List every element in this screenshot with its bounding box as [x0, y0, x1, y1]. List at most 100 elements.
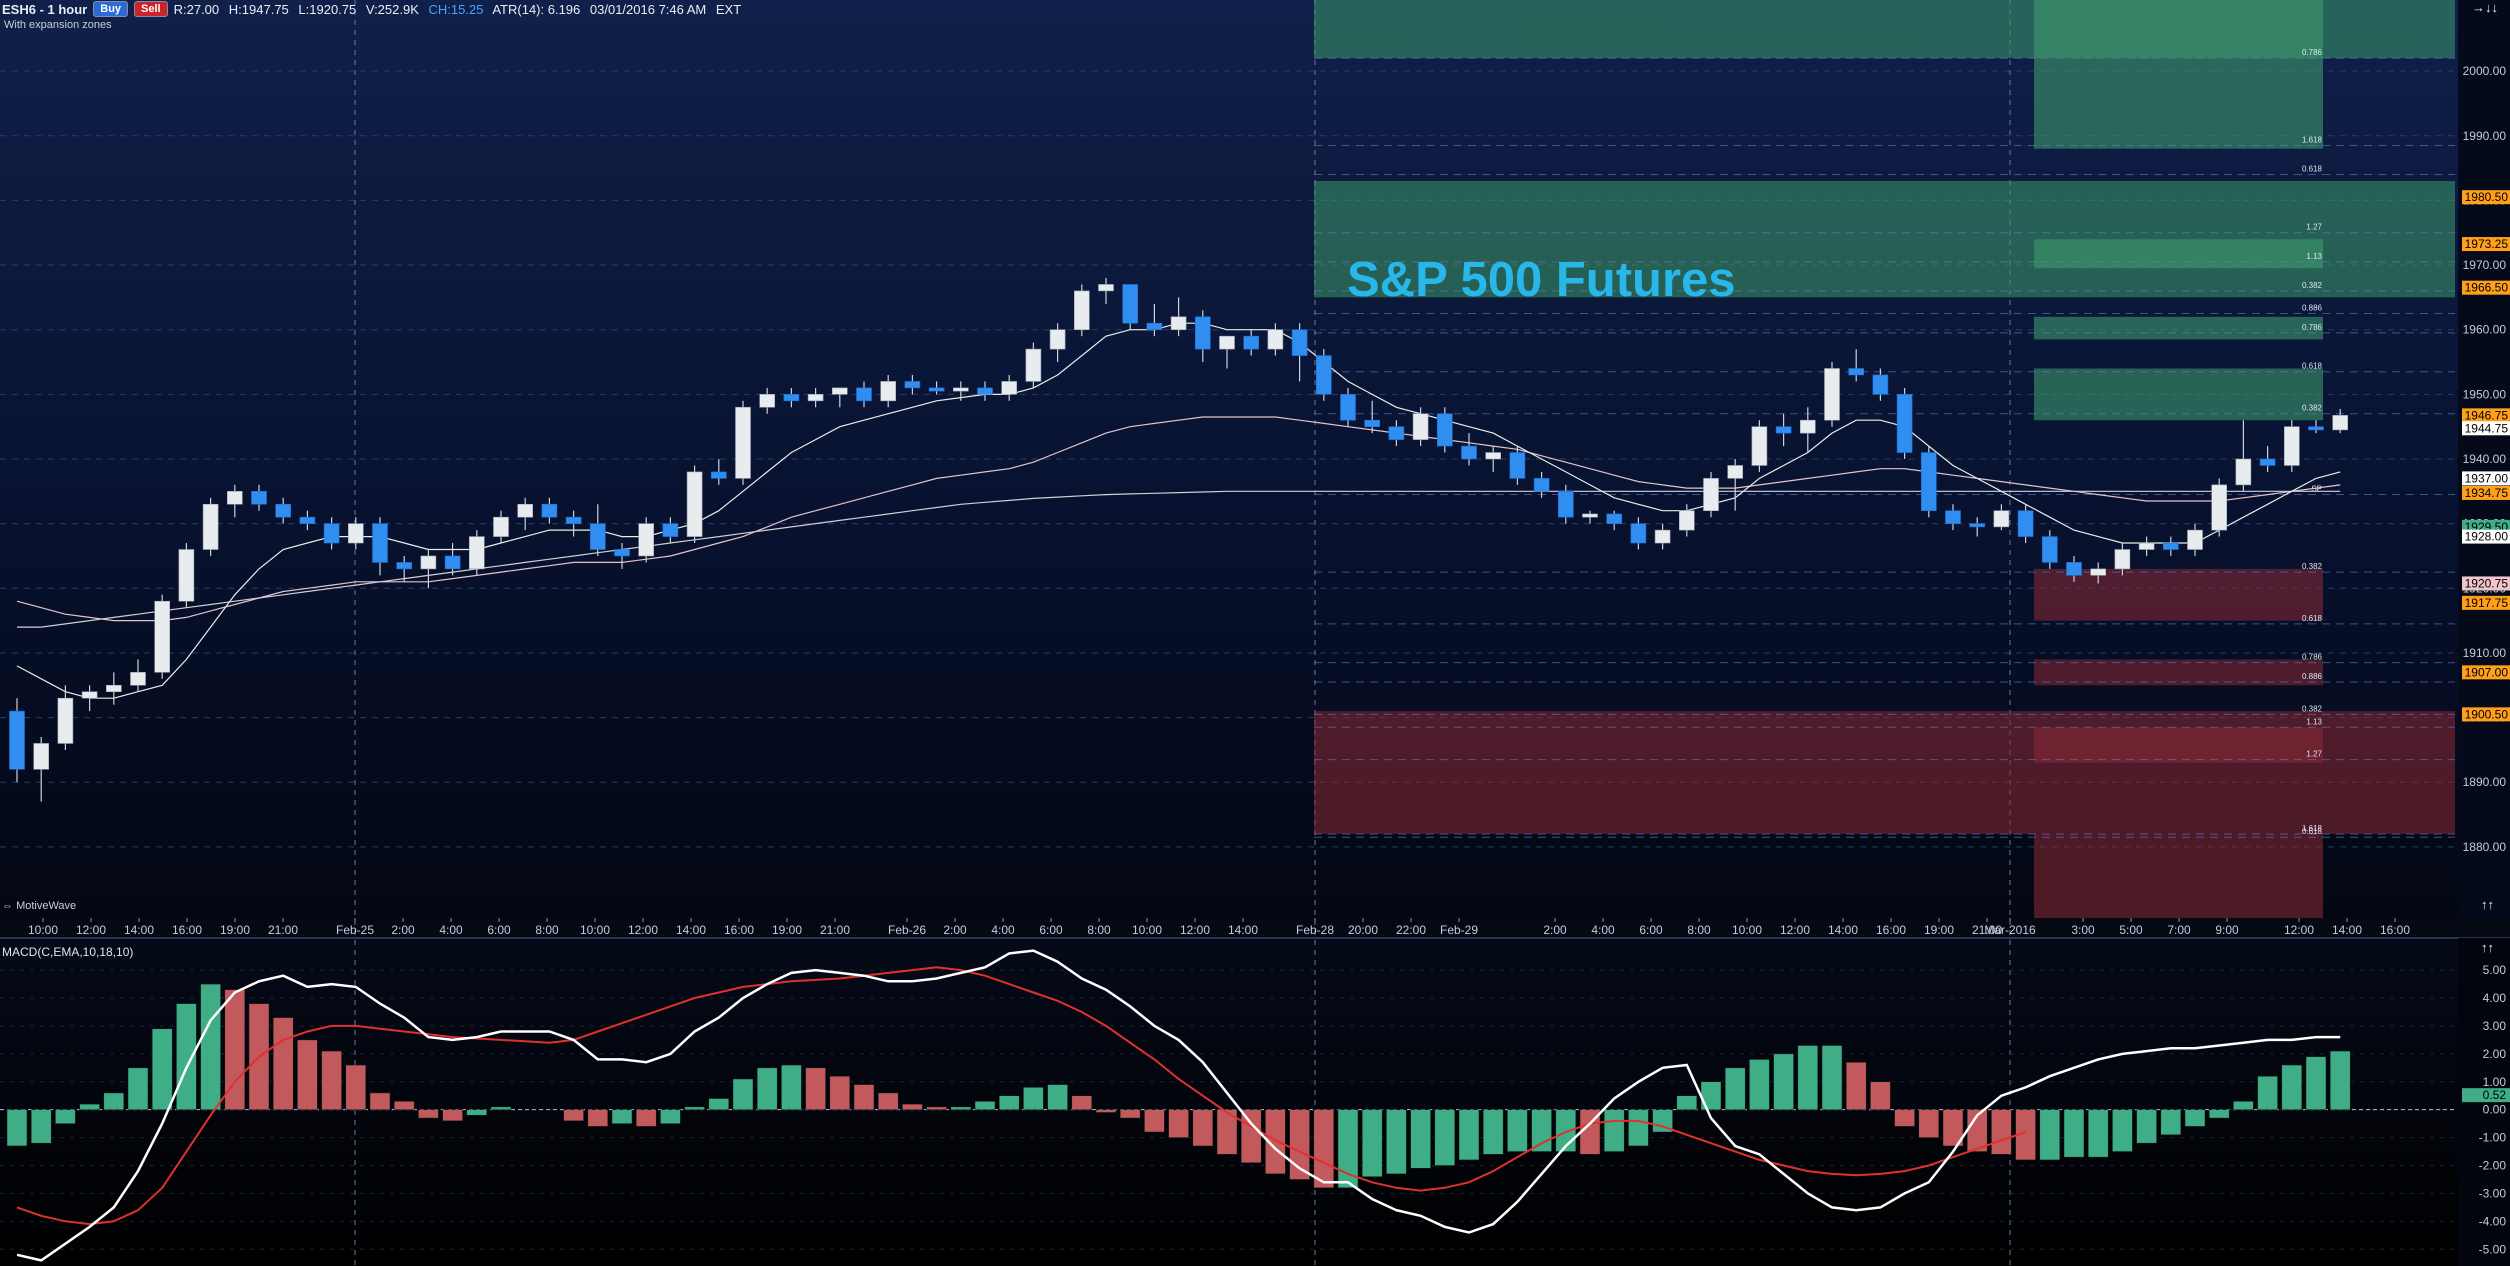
candle	[759, 387, 776, 414]
price-tick-label: 1950.00	[2463, 387, 2507, 401]
candle	[1437, 407, 1453, 453]
macd-histogram-bar	[1676, 1095, 1698, 1110]
fib-level-label: 0.382	[2302, 704, 2323, 713]
stat-session: EXT	[715, 1, 742, 17]
fib-level-label: 1.13	[2306, 252, 2322, 261]
candle	[1654, 523, 1671, 550]
price-tag-label: 1937.00	[2465, 471, 2509, 485]
candle	[1872, 368, 1889, 401]
macd-histogram-bar	[1434, 1109, 1456, 1166]
price-tag-label: 1980.50	[2465, 190, 2509, 204]
candle	[1461, 433, 1477, 466]
candle	[686, 465, 703, 544]
time-tick-label: 16:00	[724, 923, 754, 937]
macd-histogram-bar	[1531, 1109, 1552, 1152]
macd-expand-arrows-icon[interactable]: ↑↑	[2481, 940, 2494, 955]
macd-histogram-bar	[2184, 1109, 2206, 1127]
sell-button[interactable]: Sell	[134, 1, 168, 17]
candle	[662, 517, 679, 544]
macd-histogram-bar	[1870, 1081, 1891, 1110]
candle-body	[1800, 419, 1816, 434]
macd-histogram-bar	[950, 1106, 972, 1110]
symbol-label[interactable]: ESH6 - 1 hour	[2, 1, 88, 17]
candle	[1340, 387, 1356, 427]
candle	[1388, 420, 1405, 447]
candle-body	[1558, 491, 1574, 518]
candle	[1267, 323, 1284, 356]
macd-histogram-bar	[732, 1078, 754, 1110]
time-tick-label: Feb-28	[1296, 923, 1334, 937]
macd-line	[16, 949, 2341, 1262]
candle	[1291, 323, 1308, 382]
candle	[856, 381, 872, 408]
candle	[1848, 349, 1864, 382]
candle	[2332, 408, 2348, 434]
macd-histogram-bar	[635, 1109, 657, 1127]
price-tag-label: 1907.00	[2465, 665, 2509, 679]
time-tick-label: 12:00	[76, 923, 106, 937]
price-tick-label: 1890.00	[2463, 775, 2507, 789]
time-tick-label: 6:00	[487, 923, 511, 937]
buy-button[interactable]: Buy	[93, 1, 129, 17]
candle-body	[2163, 542, 2179, 550]
fib-level-label: 0.786	[2302, 48, 2323, 57]
time-tick-label: 2:00	[1543, 923, 1567, 937]
candle-body	[1630, 523, 1647, 544]
macd-tick-label: -4.00	[2479, 1214, 2507, 1228]
price-tag-label: 1928.00	[2465, 530, 2509, 544]
macd-histogram-bar	[1265, 1109, 1286, 1175]
candle-body	[2187, 529, 2203, 550]
candles	[9, 277, 2348, 802]
macd-signal-line	[16, 966, 2026, 1226]
macd-histogram-bar	[1337, 1109, 1359, 1189]
candle	[81, 685, 98, 712]
candle-body	[2259, 458, 2276, 466]
candle	[1606, 510, 1622, 531]
candle-body	[1170, 316, 1187, 331]
candle	[952, 381, 969, 401]
candle-body	[251, 491, 267, 505]
candle-body	[2017, 510, 2034, 537]
time-tick-label: 14:00	[676, 923, 706, 937]
macd-histogram-bar	[224, 989, 246, 1110]
macd-histogram-bar	[1216, 1109, 1238, 1155]
candle	[33, 736, 50, 802]
candle-body	[2332, 415, 2348, 431]
macd-histogram-bar	[1240, 1109, 1262, 1163]
candle-body	[662, 523, 679, 537]
candle	[1243, 329, 1259, 356]
macd-histogram-bar	[103, 1092, 125, 1110]
time-tick-label: 19:00	[772, 923, 802, 937]
candle	[106, 672, 122, 705]
macd-tick-label: 3.00	[2483, 1019, 2507, 1033]
price-tag	[2462, 280, 2510, 295]
candle-body	[638, 523, 655, 557]
candle	[2308, 420, 2324, 434]
candle	[1775, 413, 1792, 447]
candle	[807, 387, 824, 408]
macd-histogram-bar	[587, 1109, 609, 1127]
time-tick-label: Feb-29	[1440, 923, 1478, 937]
time-tick-label: 3:00	[2071, 923, 2095, 937]
macd-tick-label: 2.00	[2483, 1047, 2507, 1061]
price-tag	[2462, 576, 2510, 591]
macd-histogram-bar	[1047, 1084, 1068, 1110]
candle	[130, 659, 146, 692]
time-tick-label: 7:00	[2167, 923, 2191, 937]
candle-body	[1243, 335, 1259, 350]
time-tick-label: 16:00	[1876, 923, 1906, 937]
price-tick-label: 2000.00	[2463, 64, 2507, 78]
expand-arrows-icon[interactable]: ↑↑	[2481, 897, 2494, 912]
macd-histogram-bar	[2233, 1101, 2254, 1110]
candle	[1412, 407, 1429, 447]
stat-atr: ATR(14): 6.196	[492, 1, 581, 17]
candle-body	[1606, 513, 1622, 524]
candle	[1921, 446, 1937, 518]
candle	[1751, 420, 1768, 472]
expansion-zone-red	[2034, 833, 2323, 918]
candle	[2138, 536, 2155, 556]
candle-body	[1001, 381, 1018, 395]
scroll-arrows-icon[interactable]: →↓↓	[2472, 0, 2498, 15]
fib-level-label: 0.382	[2302, 281, 2323, 290]
